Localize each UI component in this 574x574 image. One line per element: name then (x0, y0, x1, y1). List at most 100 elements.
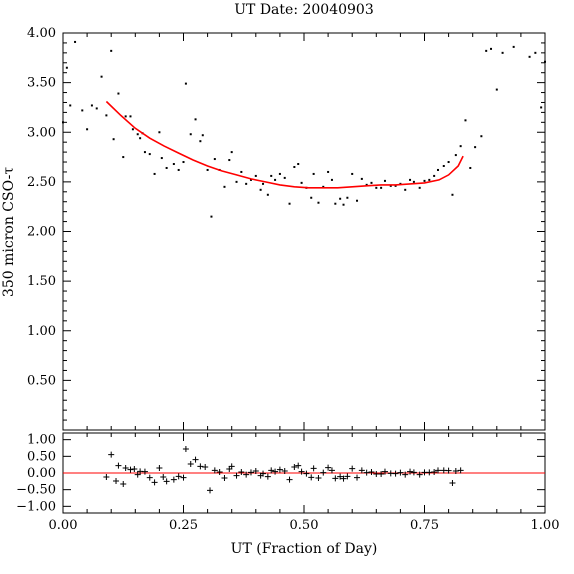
residual-point (368, 469, 375, 475)
data-point (74, 40, 77, 43)
residual-point (298, 468, 305, 475)
residual-point (260, 470, 267, 477)
residual-point (170, 476, 177, 483)
data-point (356, 199, 359, 202)
data-point (213, 158, 216, 161)
residual-point (358, 467, 365, 474)
main-fit-curve (105, 100, 464, 189)
residual-point (264, 473, 271, 480)
data-point (512, 45, 515, 48)
data-point (235, 180, 238, 183)
residual-y-tick-label: 1.00 (27, 433, 56, 448)
residual-point (252, 468, 259, 474)
data-point (194, 118, 197, 121)
residual-point (407, 468, 414, 475)
data-point (266, 193, 269, 196)
residual-point (207, 487, 214, 494)
y-tick-label: 2.00 (27, 225, 56, 240)
data-point (442, 164, 445, 167)
data-point (90, 104, 93, 107)
residual-point (291, 464, 298, 470)
residual-point (247, 469, 254, 476)
data-point (317, 201, 320, 204)
residual-point (182, 446, 189, 452)
residual-point (281, 468, 288, 474)
residual-y-tick-label: 0.00 (27, 466, 56, 481)
data-point (158, 131, 161, 134)
data-point (346, 196, 349, 199)
data-point (454, 154, 457, 157)
data-point (365, 183, 368, 186)
residual-point (457, 467, 464, 474)
residual-point (392, 470, 399, 477)
data-point (528, 55, 531, 58)
data-point (330, 178, 333, 181)
residual-point (431, 469, 438, 475)
residual-point (202, 464, 209, 470)
residual-point (103, 474, 110, 480)
data-point (428, 178, 431, 181)
data-point (436, 168, 439, 171)
residual-point (108, 451, 115, 458)
residual-point (363, 469, 370, 476)
main-data-points (62, 40, 546, 218)
data-point (342, 203, 345, 206)
data-point (153, 172, 156, 175)
main-axis-ticks (62, 32, 546, 430)
y-tick-label: 4.00 (27, 26, 56, 41)
data-point (81, 109, 84, 112)
data-point (293, 165, 296, 168)
residual-point (127, 466, 134, 473)
residual-point (238, 469, 245, 475)
residual-point (320, 469, 327, 476)
data-point (544, 60, 546, 63)
main-y-tick-labels: 0.50 1.00 1.50 2.00 2.50 3.00 3.50 4.00 (27, 26, 56, 388)
residual-point (113, 478, 120, 484)
data-point (124, 115, 127, 118)
data-point (380, 186, 383, 189)
residual-point (328, 467, 335, 474)
y-tick-label: 0.50 (27, 373, 56, 388)
data-point (297, 163, 300, 166)
residual-point (337, 473, 344, 480)
data-point (485, 49, 488, 52)
residual-point (410, 469, 417, 476)
y-tick-label: 3.00 (27, 125, 56, 140)
data-point (389, 184, 392, 187)
x-tick-label: 0.50 (290, 518, 319, 533)
residual-point (120, 481, 127, 487)
residual-point (134, 471, 141, 478)
main-panel: 0.50 1.00 1.50 2.00 2.50 3.00 3.50 4.00 (27, 26, 546, 431)
residual-point (122, 465, 129, 471)
residual-point (268, 467, 275, 474)
data-point (139, 137, 142, 140)
residual-y-tick-label: 0.50 (27, 449, 56, 464)
data-point (240, 170, 243, 173)
data-point (459, 145, 462, 148)
data-point (201, 134, 204, 137)
data-point (62, 121, 64, 124)
data-point (189, 133, 192, 136)
residual-point (308, 474, 315, 481)
data-point (86, 128, 89, 131)
x-tick-label: 0.75 (410, 518, 439, 533)
data-point (230, 151, 233, 154)
y-tick-label: 1.50 (27, 274, 56, 289)
residual-point (340, 475, 347, 482)
data-point (375, 186, 378, 189)
residual-point (131, 466, 138, 472)
residual-point (180, 474, 187, 481)
data-point (360, 177, 363, 180)
data-point (490, 47, 493, 50)
data-point (334, 202, 337, 205)
data-point (278, 172, 281, 175)
data-point (245, 182, 248, 185)
data-point (288, 202, 291, 205)
residual-point (163, 478, 170, 485)
residual-point (146, 474, 153, 481)
data-point (469, 166, 472, 169)
data-point (283, 176, 286, 179)
residual-point (332, 475, 339, 482)
residual-point (192, 456, 199, 463)
